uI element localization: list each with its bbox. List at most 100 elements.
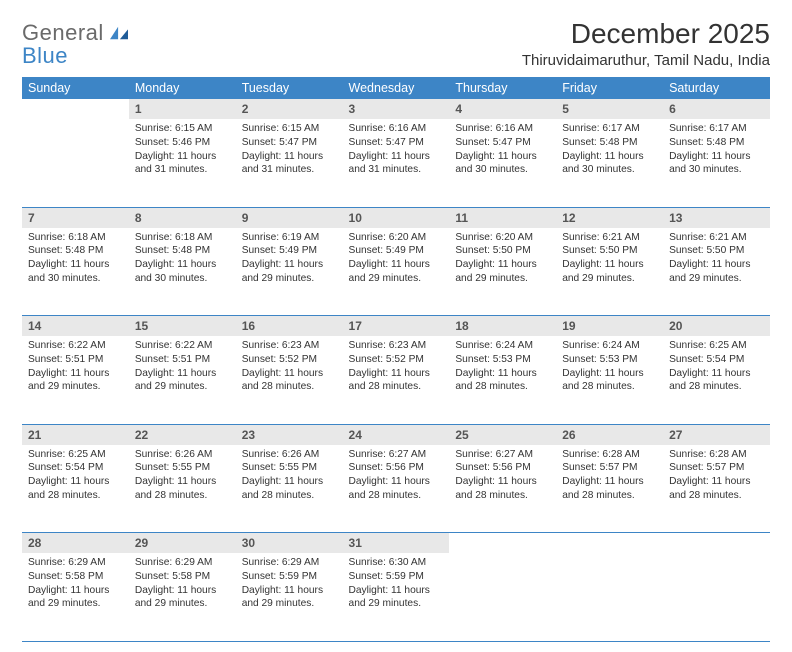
sunrise-line: Sunrise: 6:22 AM: [28, 339, 123, 353]
day-cell: Sunrise: 6:21 AMSunset: 5:50 PMDaylight:…: [663, 228, 770, 316]
day-details: Sunrise: 6:26 AMSunset: 5:55 PMDaylight:…: [236, 445, 343, 509]
sunrise-line: Sunrise: 6:28 AM: [562, 448, 657, 462]
day-number: 12: [556, 208, 663, 228]
day-cell: Sunrise: 6:22 AMSunset: 5:51 PMDaylight:…: [22, 336, 129, 424]
day-number: 23: [236, 425, 343, 445]
weekday-header: Monday: [129, 77, 236, 99]
day-cell: Sunrise: 6:23 AMSunset: 5:52 PMDaylight:…: [343, 336, 450, 424]
day-number-cell: 28: [22, 533, 129, 554]
day-details: Sunrise: 6:20 AMSunset: 5:50 PMDaylight:…: [449, 228, 556, 292]
day-number: 19: [556, 316, 663, 336]
day-number: 25: [449, 425, 556, 445]
sunrise-line: Sunrise: 6:28 AM: [669, 448, 764, 462]
week-row: Sunrise: 6:22 AM Sunset: 5:51 PM Daylight:…: [22, 336, 770, 424]
day-details: Sunrise: 6:16 AMSunset: 5:47 PMDaylight:…: [449, 119, 556, 183]
sunrise-line: Sunrise: 6:27 AM: [349, 448, 444, 462]
daylight-line: Daylight: 11 hours and 29 minutes.: [669, 258, 764, 286]
sunset-line: Sunset: 5:49 PM: [349, 244, 444, 258]
sunset-line: Sunset: 5:48 PM: [135, 244, 230, 258]
sunset-line: Sunset: 5:47 PM: [455, 136, 550, 150]
day-number: 3: [343, 99, 450, 119]
day-number: 5: [556, 99, 663, 119]
day-number: 6: [663, 99, 770, 119]
daylight-line: Daylight: 11 hours and 30 minutes.: [455, 150, 550, 178]
daylight-line: Daylight: 11 hours and 29 minutes.: [349, 258, 444, 286]
sunset-line: Sunset: 5:48 PM: [669, 136, 764, 150]
daylight-line: Daylight: 11 hours and 30 minutes.: [135, 258, 230, 286]
day-cell: Sunrise: 6:25 AMSunset: 5:54 PMDaylight:…: [663, 336, 770, 424]
day-cell: Sunrise: 6:28 AMSunset: 5:57 PMDaylight:…: [663, 445, 770, 533]
day-number: [556, 533, 663, 539]
day-number-cell: 14: [22, 316, 129, 337]
day-details: Sunrise: 6:23 AMSunset: 5:52 PMDaylight:…: [343, 336, 450, 400]
weekday-header: Friday: [556, 77, 663, 99]
day-number: 7: [22, 208, 129, 228]
day-number: 4: [449, 99, 556, 119]
day-number-cell: 13: [663, 207, 770, 228]
sunrise-line: Sunrise: 6:16 AM: [455, 122, 550, 136]
day-cell: Sunrise: 6:21 AMSunset: 5:50 PMDaylight:…: [556, 228, 663, 316]
sunset-line: Sunset: 5:47 PM: [349, 136, 444, 150]
brand-logo: General Blue: [22, 18, 128, 68]
day-number-cell: 7: [22, 207, 129, 228]
daylight-line: Daylight: 11 hours and 28 minutes.: [349, 367, 444, 395]
sail-icon: [110, 26, 128, 40]
day-details: Sunrise: 6:27 AMSunset: 5:56 PMDaylight:…: [449, 445, 556, 509]
day-number-cell: 30: [236, 533, 343, 554]
day-number: 1: [129, 99, 236, 119]
day-cell: Sunrise: 6:24 AMSunset: 5:53 PMDaylight:…: [556, 336, 663, 424]
sunset-line: Sunset: 5:59 PM: [349, 570, 444, 584]
sunset-line: Sunset: 5:51 PM: [135, 353, 230, 367]
sunrise-line: Sunrise: 6:23 AM: [242, 339, 337, 353]
daylight-line: Daylight: 11 hours and 29 minutes.: [455, 258, 550, 286]
day-number-cell: [663, 533, 770, 554]
day-number-cell: 18: [449, 316, 556, 337]
day-number: 18: [449, 316, 556, 336]
day-cell: Sunrise: 6:29 AMSunset: 5:58 PMDaylight:…: [22, 553, 129, 641]
calendar-table: SundayMondayTuesdayWednesdayThursdayFrid…: [22, 77, 770, 642]
day-details: Sunrise: 6:29 AMSunset: 5:59 PMDaylight:…: [236, 553, 343, 617]
day-number-cell: 9: [236, 207, 343, 228]
day-details: Sunrise: 6:15 AMSunset: 5:47 PMDaylight:…: [236, 119, 343, 183]
day-cell: Sunrise: 6:16 AMSunset: 5:47 PMDaylight:…: [449, 119, 556, 207]
day-number: [22, 99, 129, 105]
day-number-cell: 17: [343, 316, 450, 337]
day-number-cell: 15: [129, 316, 236, 337]
day-details: Sunrise: 6:20 AMSunset: 5:49 PMDaylight:…: [343, 228, 450, 292]
sunrise-line: Sunrise: 6:30 AM: [349, 556, 444, 570]
day-details: Sunrise: 6:22 AMSunset: 5:51 PMDaylight:…: [22, 336, 129, 400]
day-details: Sunrise: 6:29 AMSunset: 5:58 PMDaylight:…: [129, 553, 236, 617]
day-number: 21: [22, 425, 129, 445]
day-details: Sunrise: 6:28 AMSunset: 5:57 PMDaylight:…: [663, 445, 770, 509]
week-row: Sunrise: 6:15 AMSunset: 5:46 PMDaylight:…: [22, 119, 770, 207]
day-number-cell: 3: [343, 99, 450, 119]
day-cell: Sunrise: 6:17 AMSunset: 5:48 PMDaylight:…: [663, 119, 770, 207]
daynum-row: 28293031: [22, 533, 770, 554]
day-number-cell: [449, 533, 556, 554]
day-cell: Sunrise: 6:26 AMSunset: 5:55 PMDaylight:…: [236, 445, 343, 533]
week-row: Sunrise: 6:29 AMSunset: 5:58 PMDaylight:…: [22, 553, 770, 641]
day-details: Sunrise: 6:23 AMSunset: 5:52 PMDaylight:…: [236, 336, 343, 400]
daylight-line: Daylight: 11 hours and 28 minutes.: [28, 475, 123, 503]
day-number: 16: [236, 316, 343, 336]
day-number-cell: 5: [556, 99, 663, 119]
day-details: Sunrise: 6:30 AMSunset: 5:59 PMDaylight:…: [343, 553, 450, 617]
sunrise-line: Sunrise: 6:27 AM: [455, 448, 550, 462]
day-details: Sunrise: 6:18 AMSunset: 5:48 PMDaylight:…: [22, 228, 129, 292]
week-row: Sunrise: 6:25 AMSunset: 5:54 PMDaylight:…: [22, 445, 770, 533]
day-cell: Sunrise: 6:15 AMSunset: 5:46 PMDaylight:…: [129, 119, 236, 207]
daylight-line: Daylight: 11 hours and 28 minutes.: [455, 475, 550, 503]
sunset-line: Sunset: 5:57 PM: [669, 461, 764, 475]
day-cell: Sunrise: 6:20 AMSunset: 5:50 PMDaylight:…: [449, 228, 556, 316]
daylight-line: Daylight: 11 hours and 29 minutes.: [349, 584, 444, 612]
sunset-line: Sunset: 5:52 PM: [242, 353, 337, 367]
sunrise-line: Sunrise: 6:18 AM: [28, 231, 123, 245]
day-cell: Sunrise: 6:18 AMSunset: 5:48 PMDaylight:…: [129, 228, 236, 316]
day-number-cell: 4: [449, 99, 556, 119]
calendar-page: General Blue December 2025 Thiruvidaimar…: [0, 0, 792, 652]
sunset-line: Sunset: 5:58 PM: [135, 570, 230, 584]
day-details: Sunrise: 6:22 AMSunset: 5:51 PMDaylight:…: [129, 336, 236, 400]
day-number: 14: [22, 316, 129, 336]
sunset-line: Sunset: 5:55 PM: [135, 461, 230, 475]
day-cell: [449, 553, 556, 641]
